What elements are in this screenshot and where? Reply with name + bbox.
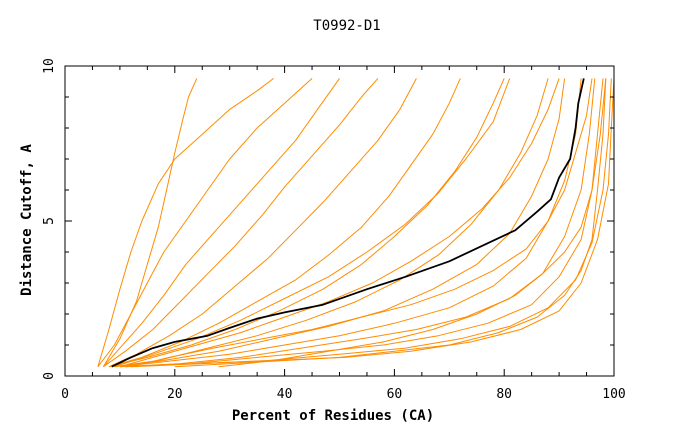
plot-lines xyxy=(97,78,615,368)
chart-title: T0992-D1 xyxy=(313,18,380,34)
x-tick-label: 100 xyxy=(602,387,625,402)
series-line-model xyxy=(119,78,582,368)
series-line-model xyxy=(108,78,417,368)
x-tick-label: 40 xyxy=(277,387,293,402)
series-line-model xyxy=(103,78,340,368)
y-tick-label: 10 xyxy=(42,58,57,74)
series-line-model xyxy=(108,78,461,368)
series-line-model xyxy=(119,78,560,368)
series-line-model xyxy=(97,78,313,368)
series-line-model xyxy=(97,78,274,367)
series-line-model xyxy=(119,78,596,368)
series-line-model xyxy=(108,78,505,368)
series-line-model xyxy=(114,78,511,368)
series-line-model xyxy=(174,78,607,368)
x-tick-label: 60 xyxy=(387,387,403,402)
y-axis-label: Distance Cutoff, A xyxy=(19,144,35,296)
series-line-model xyxy=(130,78,593,368)
x-tick-label: 20 xyxy=(167,387,183,402)
x-tick-label: 80 xyxy=(496,387,512,402)
x-axis-label: Percent of Residues (CA) xyxy=(232,408,434,424)
y-tick-label: 0 xyxy=(42,372,57,380)
axes: 0 20 40 60 80 100 0 5 10 xyxy=(42,58,626,402)
series-line-model xyxy=(103,78,379,368)
series-line-model xyxy=(114,78,549,368)
x-tick-label: 0 xyxy=(61,387,69,402)
series-line-model xyxy=(218,78,607,368)
y-tick-label: 5 xyxy=(42,217,57,225)
series-line-model xyxy=(114,78,566,368)
series-line-highlight xyxy=(111,78,585,368)
